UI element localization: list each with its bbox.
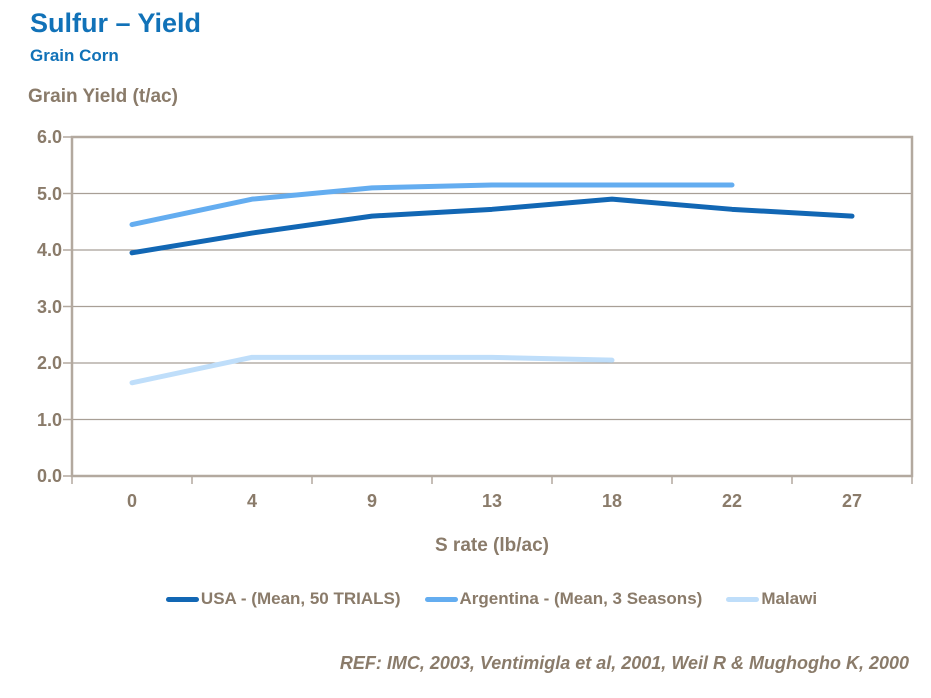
series-line-usa (129, 196, 855, 256)
x-tick-label: 9 (366, 491, 377, 511)
y-tick-label: 5.0 (36, 183, 62, 204)
y-tick-label: 0.0 (36, 466, 62, 486)
series-line-argentina (129, 182, 735, 228)
legend-item-argentina: Argentina - (Mean, 3 Seasons) (424, 589, 703, 609)
legend-label-usa: USA - (Mean, 50 TRIALS) (200, 589, 401, 608)
y-tick-label: 6.0 (36, 127, 62, 147)
x-tick-label: 22 (721, 491, 743, 511)
x-tick-label: 0 (126, 491, 137, 511)
legend-item-usa: USA - (Mean, 50 TRIALS) (165, 589, 401, 609)
y-tick-label: 1.0 (36, 409, 62, 430)
legend-label-malawi: Malawi (761, 589, 818, 608)
x-tick-label: 27 (841, 491, 863, 511)
y-tick-label: 2.0 (36, 353, 62, 373)
y-tick-label: 4.0 (36, 240, 62, 260)
page-title: Sulfur – Yield (30, 8, 202, 38)
page-subtitle: Grain Corn (30, 46, 119, 65)
y-axis-title: Grain Yield (t/ac) (28, 86, 178, 107)
legend-swatch-usa (165, 596, 199, 602)
legend-swatch-malawi (726, 596, 760, 602)
x-tick-label: 4 (246, 491, 257, 511)
y-tick-label: 3.0 (36, 296, 62, 317)
series-line-malawi (129, 354, 615, 386)
chart-legend: USA - (Mean, 50 TRIALS) Argentina - (Mea… (0, 589, 931, 609)
x-axis-title: S rate (lb/ac) (434, 535, 550, 556)
legend-item-malawi: Malawi (726, 589, 817, 609)
reference-text: REF: IMC, 2003, Ventimigla et al, 2001, … (339, 653, 909, 673)
legend-label-argentina: Argentina - (Mean, 3 Seasons) (459, 589, 703, 608)
legend-swatch-argentina (424, 596, 458, 602)
x-tick-label: 18 (601, 491, 623, 511)
x-tick-label: 13 (481, 491, 503, 511)
